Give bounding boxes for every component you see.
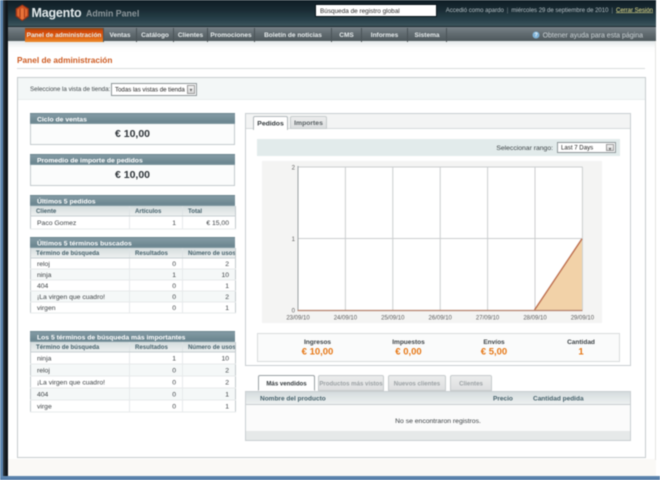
svg-text:25/09/10: 25/09/10 [381,316,405,322]
svg-text:2: 2 [292,166,296,172]
svg-text:28/09/10: 28/09/10 [523,316,547,322]
svg-text:23/09/10: 23/09/10 [286,316,310,322]
svg-text:24/09/10: 24/09/10 [334,316,358,322]
svg-text:27/09/10: 27/09/10 [476,316,500,322]
svg-text:0: 0 [292,309,296,315]
svg-text:29/09/10: 29/09/10 [571,316,595,322]
svg-text:1: 1 [292,237,296,243]
svg-text:26/09/10: 26/09/10 [429,316,453,322]
